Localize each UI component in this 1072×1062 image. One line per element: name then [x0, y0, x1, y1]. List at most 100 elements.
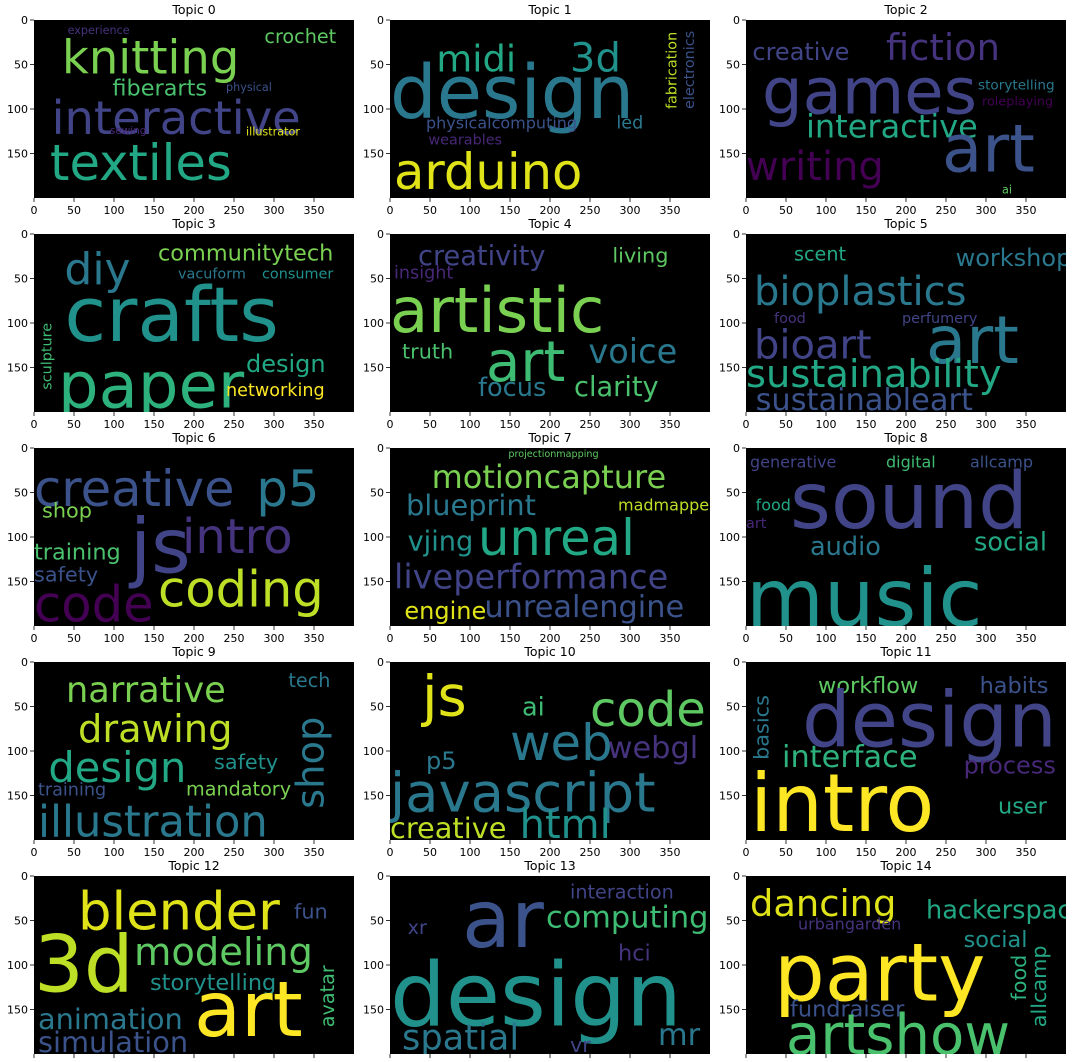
- x-tick-label: 200: [896, 632, 917, 645]
- panel-title: Topic 1: [527, 2, 571, 17]
- x-tick-label: 0: [387, 204, 394, 217]
- word-js: js: [420, 664, 467, 729]
- word-ai: ai: [1002, 184, 1012, 197]
- panel-title: Topic 8: [883, 430, 927, 445]
- word-safety: safety: [34, 563, 98, 587]
- x-tick-label: 50: [779, 846, 793, 859]
- panel-title: Topic 2: [883, 2, 927, 17]
- x-tick-label: 300: [264, 418, 285, 431]
- panel-title: Topic 13: [523, 858, 575, 873]
- word-web: web: [510, 714, 613, 772]
- x-tick-label: 250: [224, 204, 245, 217]
- word-illustrator: illustrator: [246, 126, 300, 139]
- word-urbangarden: urbangarden: [798, 914, 901, 933]
- word-art: art: [942, 111, 1035, 187]
- word-unreal: unreal: [478, 509, 635, 567]
- word-knitting: knitting: [62, 30, 239, 84]
- word-code: code: [34, 576, 154, 634]
- x-tick-label: 100: [816, 204, 837, 217]
- word-wearables: wearables: [428, 133, 502, 149]
- word-design: design: [246, 350, 326, 378]
- x-tick-label: 300: [264, 1060, 285, 1062]
- word-writing: writing: [746, 144, 884, 190]
- x-tick-label: 150: [856, 1060, 877, 1062]
- panel-title: Topic 0: [171, 2, 215, 17]
- wordcloud-background: [390, 662, 710, 840]
- wordcloud-background: [390, 448, 710, 626]
- x-tick-label: 200: [184, 846, 205, 859]
- x-tick-label: 150: [144, 204, 165, 217]
- word-simulation: simulation: [38, 1025, 188, 1059]
- x-tick-label: 150: [500, 1060, 521, 1062]
- x-tick-label: 300: [264, 846, 285, 859]
- word-bioart: bioart: [754, 323, 872, 369]
- x-tick-label: 250: [936, 418, 957, 431]
- y-tick-label: 0: [377, 228, 384, 241]
- word-physical: physical: [226, 81, 272, 94]
- x-tick-label: 150: [144, 632, 165, 645]
- word-artistic: artistic: [390, 274, 604, 347]
- y-tick-label: 50: [370, 487, 384, 500]
- x-tick-label: 0: [31, 632, 38, 645]
- word-textiles: textiles: [50, 134, 232, 192]
- word-liveperformance: liveperformance: [394, 558, 668, 597]
- word-art: art: [746, 516, 767, 532]
- word-shop: shop: [42, 498, 92, 522]
- word-consumer: consumer: [262, 267, 333, 283]
- word-mandatory: mandatory: [186, 778, 291, 801]
- y-tick-label: 50: [14, 59, 28, 72]
- topic-panel: Topic 0 knitting crochet experience fiberart…: [7, 2, 354, 217]
- panel-title: Topic 3: [171, 216, 215, 231]
- word-habits: habits: [980, 673, 1049, 699]
- x-tick-label: 250: [224, 846, 245, 859]
- y-tick-label: 150: [7, 790, 28, 803]
- word-storytelling: storytelling: [978, 77, 1055, 93]
- x-tick-label: 350: [1016, 1060, 1037, 1062]
- wordcloud-background: [390, 876, 710, 1054]
- word-perfumery: perfumery: [902, 311, 978, 327]
- x-tick-label: 150: [144, 1060, 165, 1062]
- word-living: living: [612, 243, 668, 267]
- word-code: code: [590, 682, 706, 738]
- word-xr: xr: [408, 916, 427, 939]
- wordcloud-background: [746, 20, 1066, 198]
- word-design: design: [390, 51, 634, 136]
- y-tick-label: 150: [363, 576, 384, 589]
- word-fiberarts: fiberarts: [112, 76, 207, 102]
- x-tick-label: 350: [304, 1060, 325, 1062]
- wordcloud-background: [746, 234, 1066, 412]
- y-tick-label: 150: [719, 576, 740, 589]
- y-tick-label: 50: [14, 273, 28, 286]
- word-allcamp: allcamp: [1027, 945, 1051, 1027]
- x-tick-label: 300: [620, 204, 641, 217]
- x-tick-label: 0: [743, 204, 750, 217]
- wordcloud-background: [34, 876, 354, 1054]
- x-tick-label: 100: [460, 418, 481, 431]
- panel-title: Topic 11: [879, 644, 931, 659]
- y-tick-label: 50: [370, 59, 384, 72]
- x-tick-label: 300: [264, 632, 285, 645]
- y-tick-label: 150: [719, 1004, 740, 1017]
- y-tick-label: 50: [370, 273, 384, 286]
- wordcloud-background: [390, 234, 710, 412]
- y-tick-label: 50: [726, 915, 740, 928]
- word-food: food: [774, 311, 806, 327]
- y-tick-label: 0: [733, 870, 740, 883]
- x-tick-label: 250: [224, 632, 245, 645]
- x-tick-label: 100: [104, 204, 125, 217]
- panel-axes: 0 50 100 150 200 250 300 350 0 50 100 150: [7, 14, 325, 217]
- x-tick-label: 350: [1016, 418, 1037, 431]
- y-tick-label: 50: [726, 273, 740, 286]
- word-crochet: crochet: [264, 25, 336, 48]
- x-tick-label: 0: [31, 204, 38, 217]
- word-html: html: [520, 802, 611, 848]
- word-diy: diy: [64, 244, 130, 295]
- x-tick-label: 200: [896, 204, 917, 217]
- y-tick-label: 50: [726, 701, 740, 714]
- x-tick-label: 150: [500, 632, 521, 645]
- word-basics: basics: [749, 695, 773, 760]
- y-tick-label: 0: [21, 228, 28, 241]
- wordcloud-background: [34, 234, 354, 412]
